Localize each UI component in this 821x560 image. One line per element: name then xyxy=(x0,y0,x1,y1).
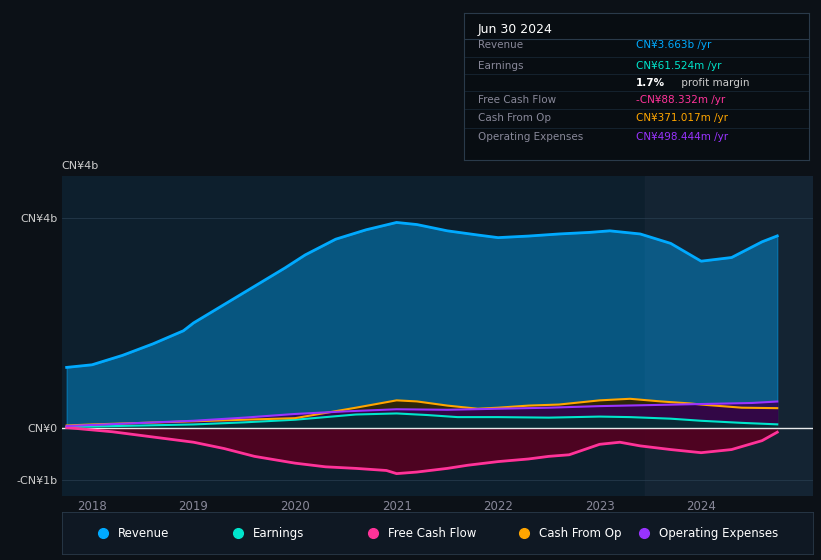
Bar xyxy=(645,176,821,496)
Text: Cash From Op: Cash From Op xyxy=(539,527,621,540)
Text: Operating Expenses: Operating Expenses xyxy=(478,132,583,142)
Text: CN¥3.663b /yr: CN¥3.663b /yr xyxy=(636,40,712,50)
Text: CN¥4b: CN¥4b xyxy=(62,161,99,171)
Text: Earnings: Earnings xyxy=(478,61,523,71)
Text: CN¥371.017m /yr: CN¥371.017m /yr xyxy=(636,113,728,123)
Text: -CN¥88.332m /yr: -CN¥88.332m /yr xyxy=(636,95,726,105)
Text: CN¥498.444m /yr: CN¥498.444m /yr xyxy=(636,132,728,142)
Text: profit margin: profit margin xyxy=(677,78,749,88)
Text: Free Cash Flow: Free Cash Flow xyxy=(388,527,477,540)
Text: CN¥61.524m /yr: CN¥61.524m /yr xyxy=(636,61,722,71)
Text: Revenue: Revenue xyxy=(118,527,169,540)
Text: 1.7%: 1.7% xyxy=(636,78,665,88)
Text: Operating Expenses: Operating Expenses xyxy=(658,527,778,540)
Text: Jun 30 2024: Jun 30 2024 xyxy=(478,23,553,36)
Text: Free Cash Flow: Free Cash Flow xyxy=(478,95,556,105)
Text: Earnings: Earnings xyxy=(253,527,305,540)
Text: Revenue: Revenue xyxy=(478,40,523,50)
Text: Cash From Op: Cash From Op xyxy=(478,113,551,123)
